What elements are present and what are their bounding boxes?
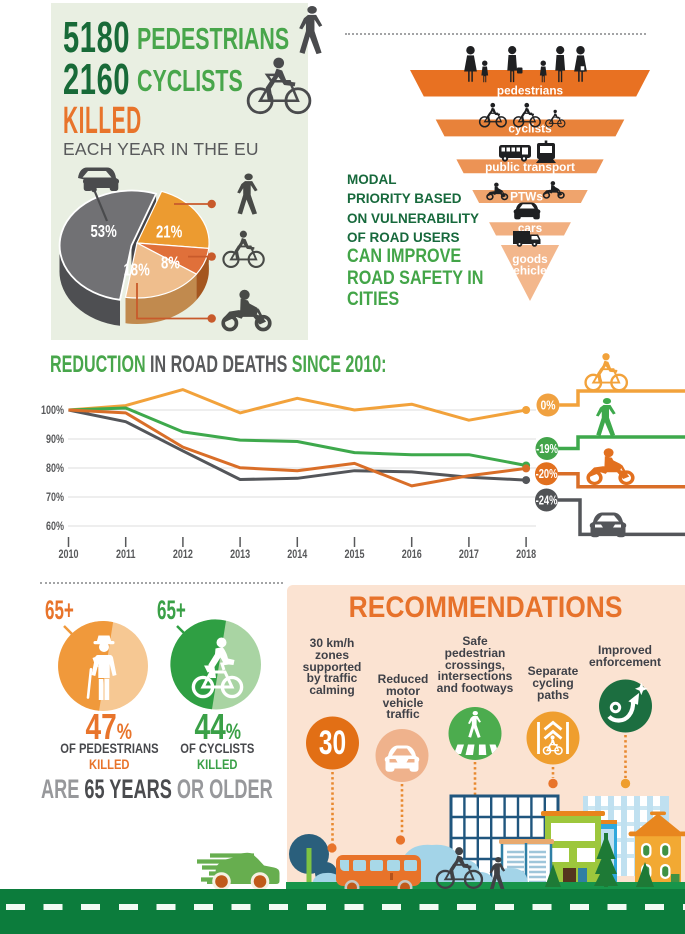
svg-text:60%: 60%: [46, 520, 64, 534]
svg-text:2016: 2016: [402, 548, 422, 560]
svg-text:2015: 2015: [344, 548, 364, 560]
svg-text:-19%: -19%: [536, 443, 558, 457]
svg-text:2013: 2013: [230, 548, 250, 560]
svg-text:goods: goods: [512, 252, 548, 266]
svg-text:90%: 90%: [46, 433, 64, 447]
svg-text:-24%: -24%: [536, 494, 558, 508]
svg-text:8%: 8%: [161, 254, 180, 273]
svg-text:-20%: -20%: [536, 468, 558, 482]
svg-text:2011: 2011: [116, 548, 136, 560]
svg-text:100%: 100%: [41, 404, 64, 418]
svg-text:21%: 21%: [156, 223, 182, 242]
svg-text:70%: 70%: [46, 491, 64, 505]
svg-text:53%: 53%: [91, 222, 117, 241]
svg-text:2012: 2012: [173, 548, 193, 560]
svg-text:2017: 2017: [459, 548, 479, 560]
svg-text:30: 30: [319, 724, 346, 762]
svg-text:2014: 2014: [287, 548, 307, 560]
svg-text:PTWs: PTWs: [510, 190, 543, 204]
svg-text:cyclists: cyclists: [508, 122, 552, 136]
svg-text:2010: 2010: [58, 548, 78, 560]
svg-text:0%: 0%: [540, 398, 555, 412]
svg-text:18%: 18%: [124, 261, 150, 280]
svg-text:vehicles: vehicles: [507, 264, 554, 278]
svg-text:80%: 80%: [46, 462, 64, 476]
svg-text:public transport: public transport: [485, 160, 575, 174]
svg-text:2018: 2018: [516, 548, 536, 560]
svg-text:pedestrians: pedestrians: [497, 84, 564, 98]
